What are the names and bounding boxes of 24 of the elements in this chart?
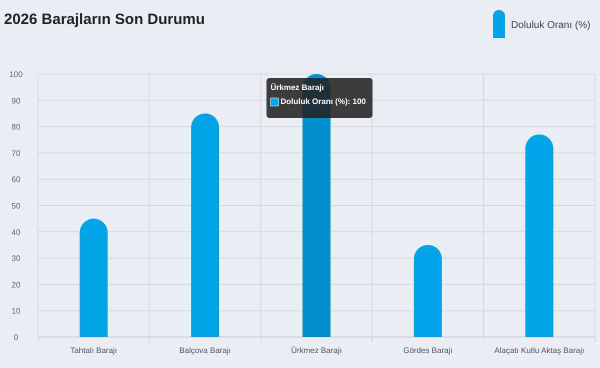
bar xyxy=(191,113,220,337)
bar xyxy=(80,218,108,337)
annotation: Doluluk Oranı (%): 100 xyxy=(280,97,366,106)
y-tick-label: 50 xyxy=(12,202,21,210)
y-tick-label: 10 xyxy=(12,306,21,316)
annotation: Ürkmez Barajı xyxy=(270,83,324,92)
y-tick-label: 20 xyxy=(12,280,21,290)
bar xyxy=(414,244,442,337)
y-tick-label: 70 xyxy=(12,148,21,158)
x-tick-label: Balçova Barajı xyxy=(179,346,231,355)
x-tick-label: Ürkmez Barajı xyxy=(291,346,342,355)
y-tick-label: 100 xyxy=(9,70,24,79)
y-tick-label: 80 xyxy=(12,122,21,132)
y-tick-label: 30 xyxy=(12,254,21,264)
y-tick-label: 60 xyxy=(12,175,21,184)
chart-title: 2026 Barajların Son Durumu xyxy=(4,11,205,28)
x-tick-label: Gördes Barajı xyxy=(403,346,453,355)
y-tick-label: 0 xyxy=(14,333,19,342)
text: Doluluk Oranı (%) xyxy=(511,20,590,31)
x-tick-label: Alaçatı Kutlu Aktaş Barajı xyxy=(494,346,584,355)
y-tick-label: 90 xyxy=(12,96,21,106)
bar xyxy=(525,134,554,337)
y-tick-label: 40 xyxy=(12,228,21,237)
x-tick-label: Tahtalı Barajı xyxy=(70,346,118,355)
